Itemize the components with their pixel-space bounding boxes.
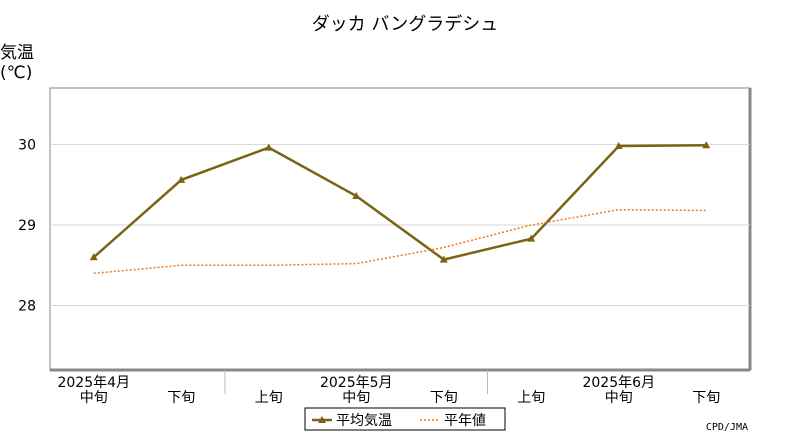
legend-marker-mean <box>318 416 326 423</box>
legend-box <box>304 407 506 431</box>
data-point-marker <box>439 255 448 263</box>
x-month-label: 2025年4月 <box>57 375 130 391</box>
data-point-marker <box>89 253 98 261</box>
y-axis-label: 気温 <box>0 43 34 63</box>
x-axis: 中旬 下旬 上旬 中旬 下旬 上旬 中旬 下旬 2025年4月 2025年5月 2025年6月 <box>57 370 720 406</box>
x-category-label: 中旬 <box>80 390 108 406</box>
grid-lines <box>50 143 750 307</box>
series-layer <box>89 141 711 275</box>
y-tick-labels: 28 29 30 <box>18 137 36 314</box>
series-line-mean <box>92 143 707 261</box>
x-month-label: 2025年6月 <box>582 375 655 391</box>
x-month-label: 2025年5月 <box>320 375 393 391</box>
legend-label-normal: 平年値 <box>444 413 486 429</box>
data-point-marker <box>702 141 711 149</box>
x-category-label: 下旬 <box>692 390 720 406</box>
legend: 平均気温 平年値 <box>304 407 506 431</box>
y-tick-label: 29 <box>18 218 36 234</box>
data-point-marker <box>614 142 623 150</box>
chart-title: ダッカ バングラデシュ <box>312 14 499 35</box>
x-category-label: 下旬 <box>167 390 195 406</box>
credit-label: CPD/JMA <box>706 422 748 433</box>
data-point-marker <box>527 234 536 242</box>
y-tick-label: 28 <box>18 299 36 315</box>
series-line-normal <box>93 208 707 275</box>
data-point-marker <box>264 143 273 151</box>
legend-label-mean: 平均気温 <box>336 413 392 429</box>
y-tick-label: 30 <box>18 137 36 153</box>
x-category-label: 下旬 <box>430 390 458 406</box>
data-point-marker <box>177 175 186 183</box>
x-category-label: 上旬 <box>255 390 283 406</box>
y-axis-unit: (℃) <box>0 63 32 83</box>
x-category-label: 中旬 <box>342 390 370 406</box>
x-category-label: 中旬 <box>605 390 633 406</box>
x-category-label: 上旬 <box>517 390 545 406</box>
data-point-marker <box>352 191 361 199</box>
